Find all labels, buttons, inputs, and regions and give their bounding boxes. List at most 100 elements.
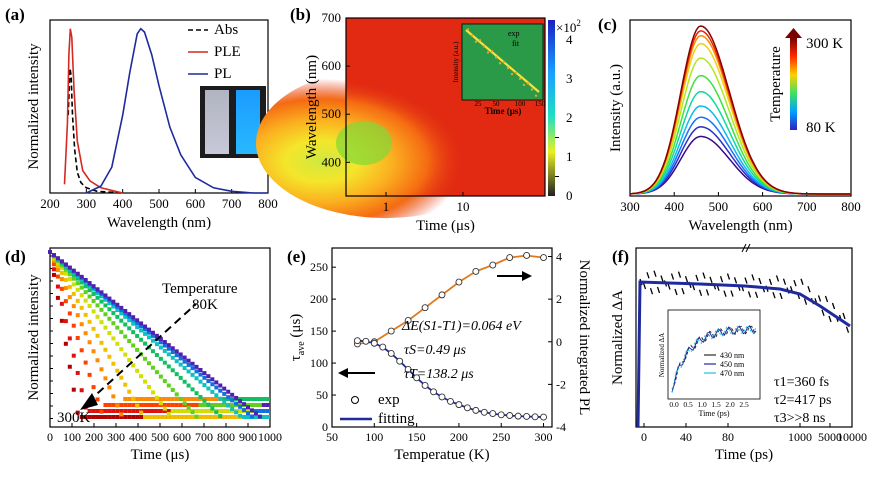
panel-d-point xyxy=(162,343,167,348)
panel-d-point xyxy=(257,409,262,413)
panel-b-inset-point xyxy=(494,56,498,59)
panel-d-point xyxy=(214,410,219,415)
panel-f-data-point xyxy=(758,277,762,285)
panel-e-ylabel-right: Normalized integrated PL xyxy=(576,260,592,416)
panel-d-point xyxy=(119,412,124,417)
panel-d-point xyxy=(91,409,96,413)
panel-d-point xyxy=(210,409,215,413)
panel-e-arrow-right-head xyxy=(522,271,532,281)
panel-d-point xyxy=(135,403,140,408)
panel-d-point xyxy=(135,325,140,330)
panel-d-xtick-label: 0 xyxy=(47,430,53,444)
panel-d-point xyxy=(127,397,132,401)
panel-e-point xyxy=(387,327,395,335)
panel-f-inset-ylabel: Normalized ΔA xyxy=(658,333,666,377)
panel-d-point xyxy=(95,290,100,295)
panel-d-point xyxy=(170,355,175,360)
panel-d-xtick-label: 400 xyxy=(129,430,147,444)
panel-d-point xyxy=(111,321,116,326)
panel-d-point xyxy=(87,340,92,345)
panel-d-point xyxy=(202,375,207,380)
panel-d-point xyxy=(230,406,235,411)
panel-d-point xyxy=(198,415,203,419)
panel-d-point xyxy=(127,312,132,317)
panel-d-point xyxy=(87,319,92,324)
panel-d-point xyxy=(111,299,116,304)
panel-d-point xyxy=(91,287,96,292)
panel-d-point xyxy=(135,409,140,413)
panel-d-point xyxy=(139,324,144,329)
panel-f-data-point xyxy=(779,292,783,300)
panel-d-point xyxy=(127,338,132,343)
panel-d-point xyxy=(186,369,191,374)
panel-d-point xyxy=(99,307,104,312)
panel-d-point xyxy=(119,311,124,316)
panel-d-point xyxy=(186,403,191,407)
panel-d-point xyxy=(119,330,124,335)
panel-e-point xyxy=(540,254,547,262)
panel-d-point xyxy=(123,352,128,357)
panel-d-point xyxy=(91,284,96,289)
panel-f-data-point xyxy=(656,286,661,294)
panel-a-legend-label: PL xyxy=(214,66,232,82)
panel-d-point xyxy=(103,403,108,407)
panel-f-data-point xyxy=(768,278,773,286)
panel-d-point xyxy=(67,295,72,300)
panel-d-point xyxy=(178,415,183,419)
panel-d-point xyxy=(210,415,215,419)
panel-d-point xyxy=(147,335,151,340)
panel-d-point xyxy=(119,375,124,380)
panel-c-xtick-label: 400 xyxy=(664,199,684,214)
panel-b-inset-legend-fit: fit xyxy=(512,39,520,48)
panel-f-inset-xlabel: Time (ps) xyxy=(698,409,729,418)
panel-a-xtick-label: 800 xyxy=(258,196,278,211)
panel-b-ytick-label: 400 xyxy=(322,154,342,169)
panel-d-point xyxy=(230,403,235,407)
panel-d-point xyxy=(95,397,100,402)
panel-d-point xyxy=(95,409,100,413)
panel-e-ytick-left-label: 0 xyxy=(322,420,328,434)
panel-f-inset-legend-label: 430 nm xyxy=(720,351,745,360)
panel-d-point xyxy=(253,411,258,416)
panel-d-point xyxy=(202,415,207,419)
panel-d-point xyxy=(143,324,148,329)
panel-d-point xyxy=(143,379,148,384)
panel-d-point xyxy=(178,352,183,357)
panel-d-point xyxy=(190,397,195,401)
panel-d-point xyxy=(48,250,52,254)
panel-b-inset-point xyxy=(478,39,482,42)
panel-d-point xyxy=(150,409,155,413)
panel-d-point xyxy=(51,262,56,267)
panel-d-point xyxy=(246,397,250,401)
panel-d-point xyxy=(202,409,207,413)
panel-b-ytick-label: 500 xyxy=(322,106,342,121)
panel-d-point xyxy=(170,349,175,354)
panel-d-point xyxy=(222,403,227,407)
panel-d-point xyxy=(83,360,88,365)
panel-d-point xyxy=(147,409,151,413)
panel-d-point xyxy=(206,402,211,407)
panel-b-inset-point xyxy=(502,60,506,64)
panel-d-point xyxy=(143,341,148,346)
panel-d-point xyxy=(174,372,179,377)
panel-d-point xyxy=(238,409,243,413)
panel-e-annotation-taus: τS=0.49 μs xyxy=(404,343,466,358)
panel-d-point xyxy=(154,333,159,338)
panel-d-point xyxy=(143,397,148,401)
panel-d-point xyxy=(150,397,155,401)
panel-d-point xyxy=(103,415,108,419)
panel-e-annotation-de: ΔE(S1-T1)=0.064 eV xyxy=(401,319,522,334)
panel-d-point xyxy=(111,311,116,316)
panel-b-inset-xtick: 100 xyxy=(515,100,526,108)
panel-d-point xyxy=(162,348,167,353)
panel-d-point xyxy=(182,379,187,384)
panel-d-point xyxy=(249,414,254,419)
panel-b-colorbar-tick: 2 xyxy=(566,110,573,125)
panel-d-point xyxy=(115,368,120,373)
panel-d-point xyxy=(111,361,116,366)
panel-d-xtick-label: 500 xyxy=(151,430,169,444)
panel-f-data-point xyxy=(660,275,664,282)
panel-d-point xyxy=(99,320,104,325)
panel-d-point xyxy=(218,414,223,419)
panel-d-point xyxy=(222,415,227,419)
